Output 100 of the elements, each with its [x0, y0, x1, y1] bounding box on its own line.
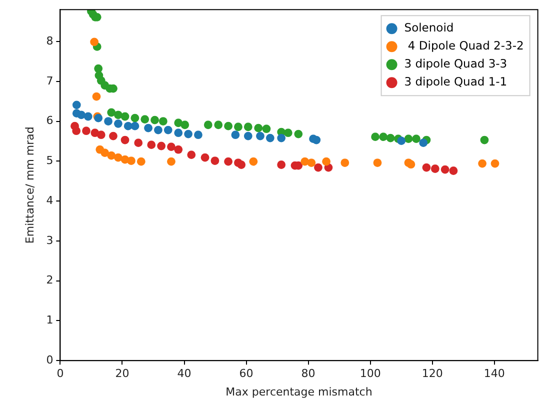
point	[312, 136, 321, 144]
point	[114, 110, 122, 120]
point	[100, 148, 110, 157]
point	[214, 120, 223, 130]
x-tick-label: 0	[56, 367, 64, 380]
point	[180, 120, 190, 130]
point	[187, 150, 196, 159]
point	[224, 122, 232, 130]
point	[72, 126, 81, 136]
point	[167, 142, 176, 152]
point	[371, 132, 380, 142]
y-axis-title: Emittance/ mm mrad	[23, 126, 36, 244]
legend-label: 3 dipole Quad 1-1	[404, 74, 508, 89]
point	[314, 163, 322, 172]
point	[294, 130, 303, 138]
point	[77, 110, 86, 120]
point	[120, 136, 130, 144]
point	[210, 156, 220, 165]
point	[94, 64, 103, 73]
y-tick-label: 4	[46, 194, 54, 207]
point	[244, 132, 252, 140]
point	[174, 145, 183, 154]
point	[114, 119, 122, 128]
point	[136, 157, 146, 166]
point	[322, 157, 330, 166]
point	[107, 151, 116, 160]
y-tick-label: 8	[46, 34, 54, 48]
point	[158, 117, 168, 126]
point	[184, 130, 192, 138]
point	[422, 163, 431, 172]
x-tick-label: 60	[239, 367, 254, 380]
point	[277, 160, 286, 169]
point	[130, 114, 140, 122]
point	[404, 134, 413, 144]
point	[90, 38, 99, 46]
point	[449, 166, 458, 175]
point	[204, 120, 212, 130]
point	[397, 136, 406, 146]
point	[277, 134, 286, 142]
point	[249, 157, 258, 166]
point	[490, 159, 500, 168]
point	[120, 112, 130, 121]
point	[478, 159, 486, 168]
point	[147, 140, 156, 150]
x-tick-label: 20	[115, 367, 130, 380]
legend-label: Solenoid	[404, 20, 454, 35]
point	[194, 130, 202, 140]
x-tick-label: 80	[301, 367, 316, 380]
point	[340, 158, 350, 167]
point	[200, 153, 210, 162]
y-tick-label: 1	[46, 314, 54, 327]
point	[72, 100, 81, 110]
y-tick-label: 7	[46, 74, 54, 88]
point	[114, 153, 122, 162]
point	[480, 136, 489, 144]
point	[234, 122, 242, 132]
point	[167, 157, 176, 166]
point	[262, 124, 271, 134]
point	[266, 134, 274, 142]
point	[412, 134, 420, 144]
point	[164, 126, 172, 134]
point	[254, 124, 263, 132]
x-axis-title: Max percentage mismatch	[226, 385, 372, 398]
x-tick-label: 40	[177, 367, 192, 380]
point	[284, 128, 292, 138]
point	[84, 112, 92, 121]
point	[231, 130, 240, 140]
point	[157, 142, 166, 150]
point	[307, 158, 316, 167]
point	[150, 116, 159, 124]
point	[109, 132, 118, 140]
point	[134, 138, 143, 148]
y-tick-label: 2	[46, 274, 54, 287]
point	[419, 138, 428, 148]
legend-label: 3 dipole Quad 3-3	[404, 56, 508, 71]
point	[256, 132, 264, 140]
point	[224, 157, 232, 166]
point	[92, 92, 101, 101]
x-tick-label: 100	[360, 367, 381, 380]
point	[373, 158, 382, 167]
y-tick-label: 0	[46, 353, 54, 366]
point	[244, 122, 252, 132]
point	[124, 122, 132, 130]
point	[430, 164, 440, 173]
y-tick-label: 5	[46, 154, 54, 168]
y-tick-label: 6	[46, 114, 54, 128]
point	[140, 115, 150, 124]
point	[154, 126, 162, 134]
point	[237, 160, 246, 169]
point	[144, 124, 152, 132]
point	[82, 126, 90, 136]
y-tick-label: 3	[46, 234, 54, 247]
x-tick-label: 120	[422, 367, 443, 380]
point	[104, 117, 112, 126]
point	[386, 134, 395, 142]
point	[406, 160, 416, 169]
point	[127, 156, 136, 165]
legend-label: 4 Dipole Quad 2-3-2	[404, 38, 524, 53]
x-tick-label: 140	[484, 367, 505, 380]
point	[174, 128, 183, 138]
